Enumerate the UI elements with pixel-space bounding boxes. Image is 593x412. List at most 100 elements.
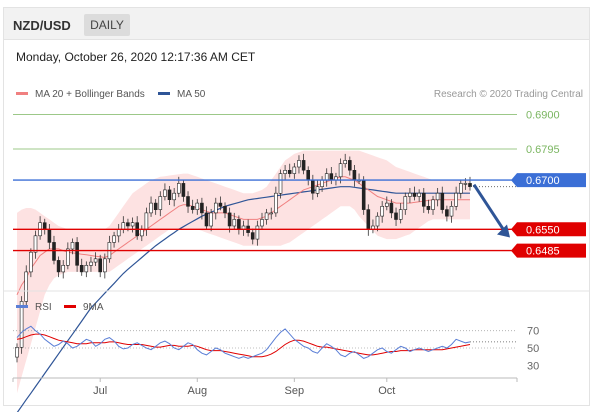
candle-body: [61, 264, 66, 273]
level-pivot: 0.6700: [13, 173, 586, 188]
candle: [29, 248, 33, 278]
bollinger-band: [17, 150, 470, 394]
ma20-line: [16, 176, 470, 296]
candle-body: [315, 186, 320, 194]
candle-body: [232, 219, 237, 227]
candle: [426, 199, 431, 214]
candle-body: [140, 229, 144, 237]
level-resistance: 0.6900: [13, 110, 560, 122]
candle-body: [283, 170, 287, 174]
candle: [19, 296, 24, 354]
level-resistance: 0.6795: [13, 144, 560, 156]
x-tick-label: Aug: [188, 385, 208, 397]
candle-body: [394, 212, 398, 220]
candle: [449, 201, 454, 223]
chart-widget: NZD/USD DAILY Monday, October 26, 2020 1…: [3, 7, 590, 406]
level-label: 0.6485: [526, 246, 560, 258]
candle-body: [167, 189, 172, 200]
candle-body: [186, 196, 190, 207]
candle: [214, 197, 218, 220]
candle-body: [343, 160, 348, 164]
candle: [278, 169, 283, 199]
candle-body: [15, 346, 19, 358]
candle-body: [306, 170, 311, 181]
candle: [458, 179, 463, 199]
candle-body: [103, 258, 107, 273]
candle: [186, 191, 190, 213]
level-support: 0.6485: [13, 243, 586, 258]
candle: [297, 155, 301, 174]
candle: [408, 187, 412, 204]
candle-body: [121, 222, 126, 230]
candle: [375, 212, 380, 232]
copyright-text: Research © 2020 Trading Central: [434, 89, 583, 100]
candle: [149, 196, 153, 217]
candle: [61, 260, 66, 279]
candle: [195, 199, 200, 215]
legend-label-9ma: 9MA: [83, 302, 104, 313]
candle: [394, 207, 398, 226]
candle: [98, 254, 102, 278]
candle-body: [172, 192, 176, 201]
candle-body: [47, 229, 52, 243]
candle-body: [70, 242, 75, 250]
level-label: 0.6900: [526, 110, 560, 122]
candle-body: [84, 264, 89, 273]
candle: [287, 163, 292, 178]
candle: [361, 176, 366, 215]
candle: [343, 153, 348, 168]
candle: [398, 203, 403, 224]
candle-body: [79, 264, 84, 273]
candle: [384, 196, 389, 211]
candle-body: [380, 206, 385, 217]
candle-body: [19, 301, 24, 348]
candle: [435, 187, 440, 207]
ma50-line: [16, 186, 470, 412]
candle-body: [204, 212, 209, 227]
candle: [250, 228, 255, 245]
candle: [79, 258, 84, 276]
candle: [301, 153, 306, 175]
candle: [200, 197, 204, 220]
candle-body: [468, 183, 472, 187]
candle-body: [255, 225, 260, 240]
candle-body: [458, 183, 463, 194]
candle-body: [454, 192, 458, 207]
x-tick-label: Sep: [285, 385, 305, 397]
candle-body: [297, 160, 301, 168]
candle-body: [89, 261, 93, 266]
candle-body: [320, 179, 324, 188]
candle-body: [449, 206, 454, 217]
candle: [417, 189, 422, 202]
candle-body: [190, 206, 195, 210]
candle-body: [338, 163, 343, 178]
level-tag: [511, 243, 586, 258]
candle: [167, 186, 172, 206]
candle: [181, 179, 186, 202]
candle-body: [260, 219, 264, 227]
rsi-tick-label: 50: [527, 343, 539, 355]
candle-body: [384, 202, 389, 207]
candle: [84, 261, 89, 278]
legend-swatch-ma50: [158, 92, 170, 95]
rsi-plot: 70 50 30: [13, 325, 539, 372]
candle-body: [116, 229, 121, 237]
candle-body: [269, 212, 274, 215]
candle-body: [149, 202, 153, 214]
candle-body: [250, 232, 255, 240]
candle: [389, 199, 394, 219]
candle-body: [440, 192, 445, 210]
candle-body: [310, 179, 315, 194]
candle: [70, 238, 75, 255]
period-button[interactable]: DAILY: [84, 14, 130, 36]
candle: [412, 186, 417, 201]
candle-body: [398, 209, 403, 220]
candle: [445, 205, 449, 222]
candle-body: [361, 179, 366, 210]
candle-body: [445, 209, 449, 217]
candle: [380, 201, 385, 223]
candle: [190, 199, 195, 214]
candle-body: [66, 248, 70, 266]
candle-body: [426, 206, 431, 210]
